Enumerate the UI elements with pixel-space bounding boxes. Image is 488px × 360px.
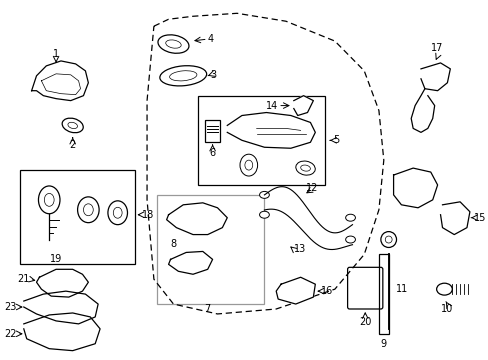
Ellipse shape [345,236,355,243]
Ellipse shape [345,214,355,221]
Text: 10: 10 [440,304,452,314]
Ellipse shape [259,211,269,218]
Polygon shape [37,269,88,297]
Bar [198,96,325,185]
Polygon shape [393,168,437,208]
Text: 23: 23 [4,302,17,312]
Polygon shape [24,313,100,351]
Polygon shape [440,202,469,235]
Bar [378,255,388,334]
Polygon shape [166,203,227,235]
Text: 17: 17 [430,43,443,53]
Text: 21: 21 [17,274,30,284]
Polygon shape [32,61,88,100]
Polygon shape [24,291,98,324]
Polygon shape [227,113,315,148]
Text: 12: 12 [305,183,317,193]
Bar [20,170,135,264]
Ellipse shape [259,192,269,198]
Polygon shape [420,63,449,91]
Text: 6: 6 [209,148,215,158]
Text: 13: 13 [293,244,305,255]
Text: 9: 9 [380,339,386,349]
Bar [157,195,264,304]
Text: 3: 3 [210,70,216,80]
Text: 1: 1 [53,49,59,59]
Bar [204,121,220,142]
Text: 11: 11 [395,284,407,294]
Text: 16: 16 [321,286,333,296]
Text: 4: 4 [207,34,213,44]
Polygon shape [410,89,434,132]
Text: 2: 2 [69,140,76,150]
Text: 14: 14 [265,100,278,111]
Polygon shape [293,96,313,116]
Text: 8: 8 [170,239,176,249]
Polygon shape [276,277,315,304]
Polygon shape [168,251,212,274]
Text: 15: 15 [473,213,485,223]
Text: 19: 19 [50,255,62,265]
Text: 20: 20 [358,317,371,327]
Text: 22: 22 [4,329,17,339]
Text: 18: 18 [142,210,154,220]
Text: 7: 7 [204,304,210,314]
Text: 5: 5 [332,135,339,145]
